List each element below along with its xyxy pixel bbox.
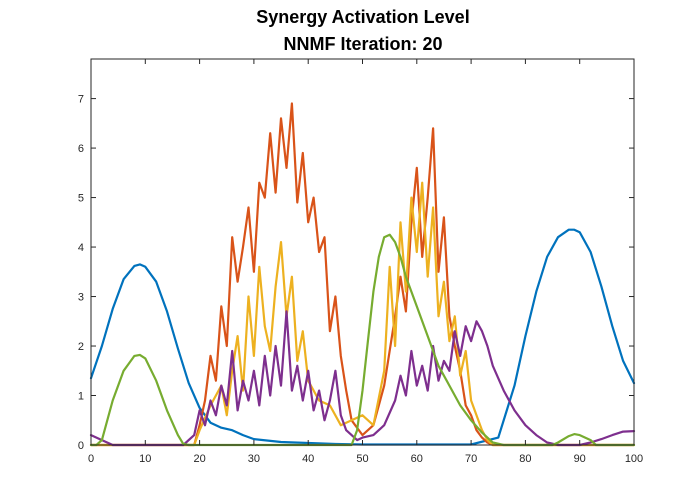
- x-tick-label: 80: [519, 453, 531, 465]
- series-line-2: [89, 102, 636, 447]
- y-tick-label: 4: [78, 242, 84, 254]
- x-tick-label: 50: [356, 453, 368, 465]
- y-tick-label: 7: [78, 94, 84, 106]
- axes-ticks: 0 10 20 30 40 50 60 70 80 90 100 0 1 2 3 4 5 6 7: [78, 59, 643, 465]
- chart-title: Synergy Activation Level: [256, 7, 469, 27]
- chart-subtitle: NNMF Iteration: 20: [283, 34, 442, 54]
- x-tick-label: 0: [88, 453, 94, 465]
- series-line-4: [89, 310, 636, 447]
- x-tick-label: 30: [248, 453, 260, 465]
- y-tick-label: 1: [78, 391, 84, 403]
- series-layer: [89, 102, 636, 447]
- series-line-3: [89, 181, 636, 447]
- y-tick-label: 3: [78, 292, 84, 304]
- x-tick-label: 60: [411, 453, 423, 465]
- series-line-5: [89, 233, 636, 447]
- x-tick-label: 70: [465, 453, 477, 465]
- y-tick-label: 5: [78, 193, 84, 205]
- y-tick-label: 2: [78, 341, 84, 353]
- plot-border: [90, 58, 635, 446]
- x-tick-label: 100: [625, 453, 643, 465]
- x-tick-label: 20: [193, 453, 205, 465]
- x-tick-label: 90: [574, 453, 586, 465]
- x-tick-label: 40: [302, 453, 314, 465]
- y-tick-label: 0: [78, 440, 84, 452]
- y-tick-label: 6: [78, 143, 84, 155]
- x-tick-label: 10: [139, 453, 151, 465]
